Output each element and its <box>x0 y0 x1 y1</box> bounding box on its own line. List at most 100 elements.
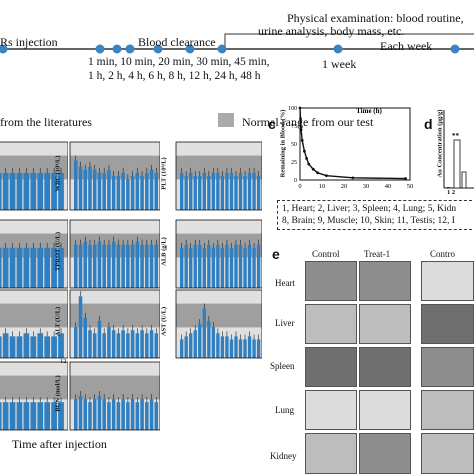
histology-spleen-control2 <box>421 347 474 387</box>
normal-range-swatch <box>218 113 234 127</box>
bar <box>140 176 144 210</box>
bar <box>121 399 125 430</box>
histology-kidney-treat <box>359 433 411 474</box>
bar <box>116 244 121 288</box>
data-point <box>300 139 304 142</box>
bar <box>256 244 261 288</box>
y-tick-label: 50 <box>291 142 297 148</box>
timeline-dot-week <box>333 44 343 54</box>
bar <box>184 244 188 288</box>
bar <box>88 244 92 288</box>
col-treat1: Treat-1 <box>364 249 391 259</box>
bar <box>145 402 149 430</box>
bar-chart <box>69 141 160 211</box>
data-point <box>303 149 306 153</box>
bar <box>126 179 130 210</box>
timeline-dot <box>185 44 195 54</box>
bar <box>97 241 102 288</box>
bar <box>83 399 88 430</box>
bar <box>111 330 116 358</box>
bar <box>92 169 97 210</box>
data-point <box>351 176 355 180</box>
bar <box>234 176 238 210</box>
chart-frame <box>69 219 160 289</box>
organ-legend-box <box>277 200 474 230</box>
bar <box>180 172 184 210</box>
bar <box>51 247 57 288</box>
data-point <box>299 117 302 121</box>
data-point <box>299 128 303 131</box>
bar-chart-ylabel: TPROT (U/L) <box>54 231 62 272</box>
histology-liver-control <box>305 304 357 344</box>
bar <box>44 247 51 288</box>
bar <box>140 330 144 358</box>
bar <box>202 247 206 288</box>
bar <box>107 169 111 210</box>
panel-e-letter: e <box>272 246 280 262</box>
panel-c-chart: 100 75 50 25 00 10 20 30 40 50 Time (h) <box>288 106 414 190</box>
bar-chart <box>69 361 160 431</box>
bar <box>16 172 23 210</box>
bar <box>2 333 9 358</box>
histology-lung-treat <box>359 390 411 430</box>
bar <box>78 166 83 210</box>
bar <box>0 402 2 430</box>
bar <box>9 172 16 210</box>
bar <box>154 402 159 430</box>
bar <box>88 166 92 210</box>
panel-d-ylabel: Au Concentration (μg/g) <box>436 109 444 178</box>
y-tick-label: 0 <box>294 178 297 184</box>
bar <box>252 172 256 210</box>
bar <box>252 339 256 358</box>
bar <box>202 172 206 210</box>
bar <box>102 333 106 358</box>
timeline-dot <box>153 44 163 54</box>
data-point <box>311 167 315 171</box>
bar <box>154 172 159 210</box>
row-lung: Lung <box>275 405 294 415</box>
bar <box>97 320 102 358</box>
bar <box>180 339 184 358</box>
physical-label: Physical examination: blood routine, <box>287 11 464 25</box>
bar <box>37 247 44 288</box>
histology-lung-control <box>305 390 357 430</box>
bar <box>97 172 102 210</box>
bar <box>135 241 140 288</box>
bar <box>58 333 64 358</box>
bar <box>44 172 51 210</box>
chart-frame <box>69 361 160 431</box>
histology-spleen-control <box>305 347 357 387</box>
bar <box>83 241 88 288</box>
normal-range-band <box>70 375 160 400</box>
bar <box>37 402 44 430</box>
histology-kidney-control <box>305 433 357 474</box>
bar <box>130 176 135 210</box>
bar <box>107 402 111 430</box>
timeline-dot <box>125 44 135 54</box>
bar <box>130 399 135 430</box>
bar <box>16 247 23 288</box>
bar <box>16 402 23 430</box>
timeline-dot-injection <box>0 44 8 54</box>
bar <box>211 327 216 358</box>
bar <box>193 244 197 288</box>
bar <box>207 320 211 358</box>
bar <box>58 247 64 288</box>
bar <box>238 244 243 288</box>
data-point <box>298 106 302 110</box>
bar <box>30 247 37 288</box>
bar <box>243 247 247 288</box>
row-heart: Heart <box>275 278 295 288</box>
organ-legend-line-1: 1, Heart; 2, Liver; 3, Spleen; 4, Lung; … <box>282 204 457 214</box>
bar <box>126 402 130 430</box>
bar <box>37 333 44 358</box>
chart-frame <box>0 289 68 359</box>
data-point <box>307 162 311 166</box>
bar-chart <box>69 219 160 289</box>
bar <box>44 402 51 430</box>
chart-frame <box>175 289 262 359</box>
organ-legend-line-2: 8, Brain; 9, Muscle; 10, Skin; 11, Testi… <box>282 216 455 226</box>
x-tick-label: 10 <box>319 183 326 190</box>
x-tick-label: 50 <box>407 183 414 190</box>
bar <box>0 247 2 288</box>
